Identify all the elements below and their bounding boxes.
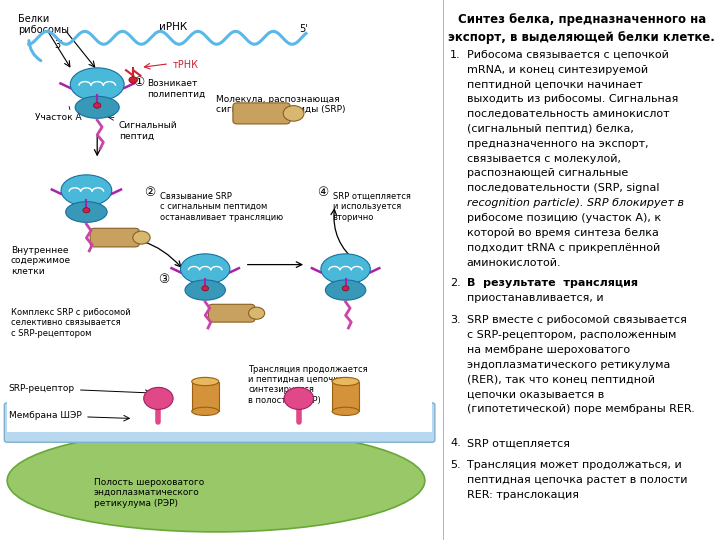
Text: SRP отщепляется
и используется
вторично: SRP отщепляется и используется вторично xyxy=(333,192,410,221)
Circle shape xyxy=(248,307,265,319)
Text: на мембране шероховатого: на мембране шероховатого xyxy=(467,345,630,355)
Text: Рибосома связывается с цепочкой: Рибосома связывается с цепочкой xyxy=(467,50,668,60)
Ellipse shape xyxy=(332,407,359,415)
Text: с SRP-рецептором, расположенным: с SRP-рецептором, расположенным xyxy=(467,330,676,340)
Circle shape xyxy=(144,387,173,409)
Text: (RER), так что конец пептидной: (RER), так что конец пептидной xyxy=(467,375,654,385)
FancyBboxPatch shape xyxy=(233,103,290,124)
Text: Внутреннее
содержимое
клетки: Внутреннее содержимое клетки xyxy=(11,246,71,275)
Text: приостанавливается, и: приостанавливается, и xyxy=(467,293,603,303)
Bar xyxy=(192,381,219,411)
Ellipse shape xyxy=(181,254,230,284)
Text: пептидной цепочки начинает: пептидной цепочки начинает xyxy=(467,79,642,90)
Text: тРНК: тРНК xyxy=(173,60,199,71)
Ellipse shape xyxy=(325,280,366,300)
FancyBboxPatch shape xyxy=(209,304,255,322)
Text: recognition particle). SRP блокирует в: recognition particle). SRP блокирует в xyxy=(467,198,683,208)
Text: Возникает
полипептид: Возникает полипептид xyxy=(148,79,206,99)
Circle shape xyxy=(283,106,304,121)
Text: RER: транслокация: RER: транслокация xyxy=(467,490,579,500)
Text: ①: ① xyxy=(133,76,145,89)
Text: последовательность аминокислот: последовательность аминокислот xyxy=(467,109,669,119)
Text: Синтез белка, предназначенного на: Синтез белка, предназначенного на xyxy=(458,14,706,26)
Text: (сигнальный пептид) белка,: (сигнальный пептид) белка, xyxy=(467,124,634,134)
Text: 4.: 4. xyxy=(450,438,461,449)
Text: SRP-рецептор: SRP-рецептор xyxy=(9,384,75,394)
Circle shape xyxy=(284,387,313,409)
Text: ④: ④ xyxy=(317,186,328,199)
Text: подходит tRNA с прикреплённой: подходит tRNA с прикреплённой xyxy=(467,243,660,253)
Text: Участок А: Участок А xyxy=(35,113,81,123)
FancyBboxPatch shape xyxy=(4,403,435,442)
Text: связывается с молекулой,: связывается с молекулой, xyxy=(467,153,621,164)
Bar xyxy=(7,367,432,432)
Text: (гипотетической) поре мембраны RER.: (гипотетической) поре мембраны RER. xyxy=(467,404,694,415)
Text: 1.: 1. xyxy=(450,50,461,60)
Text: Молекула, распознающая
сигнальные пептиды (SRP): Молекула, распознающая сигнальные пептид… xyxy=(216,94,346,114)
Text: иРНК: иРНК xyxy=(158,22,187,32)
Text: ③: ③ xyxy=(158,273,170,286)
Text: 5.: 5. xyxy=(450,460,461,470)
Text: SRP отщепляется: SRP отщепляется xyxy=(467,438,570,449)
Text: рибосоме позицию (участок А), к: рибосоме позицию (участок А), к xyxy=(467,213,661,223)
Circle shape xyxy=(129,77,138,83)
Ellipse shape xyxy=(71,68,124,101)
Text: 3': 3' xyxy=(54,40,63,51)
Text: Трансляция может продолжаться, и: Трансляция может продолжаться, и xyxy=(467,460,681,470)
Ellipse shape xyxy=(192,407,219,415)
FancyBboxPatch shape xyxy=(90,228,139,247)
Ellipse shape xyxy=(75,96,120,118)
Text: 3.: 3. xyxy=(450,315,461,326)
Text: Связывание SRP
с сигнальным пептидом
останавливает трансляцию: Связывание SRP с сигнальным пептидом ост… xyxy=(160,192,283,221)
Text: 5': 5' xyxy=(299,24,307,35)
Text: экспорт, в выделяющей белки клетке.: экспорт, в выделяющей белки клетке. xyxy=(449,31,715,44)
Text: Полость шероховатого
эндоплазматического
ретикулума (РЭР): Полость шероховатого эндоплазматического… xyxy=(94,478,204,508)
Circle shape xyxy=(94,103,101,108)
Text: Сигнальный
пептид: Сигнальный пептид xyxy=(119,122,177,141)
Circle shape xyxy=(342,286,349,291)
Text: ②: ② xyxy=(144,186,156,199)
Text: Комплекс SRP с рибосомой
селективно связывается
с SRP-рецептором: Комплекс SRP с рибосомой селективно связ… xyxy=(11,308,130,338)
Circle shape xyxy=(202,286,209,291)
Circle shape xyxy=(83,208,90,213)
Ellipse shape xyxy=(192,377,219,386)
Text: аминокислотой.: аминокислотой. xyxy=(467,258,561,268)
Text: пептидная цепочка растет в полости: пептидная цепочка растет в полости xyxy=(467,475,687,485)
Text: последовательности (SRP, signal: последовательности (SRP, signal xyxy=(467,183,659,193)
Text: Мембрана ШЭР: Мембрана ШЭР xyxy=(9,411,81,421)
Text: выходить из рибосомы. Сигнальная: выходить из рибосомы. Сигнальная xyxy=(467,94,678,104)
Ellipse shape xyxy=(185,280,225,300)
Text: 2.: 2. xyxy=(450,278,461,288)
Text: предназначенного на экспорт,: предназначенного на экспорт, xyxy=(467,139,648,149)
Text: распознающей сигнальные: распознающей сигнальные xyxy=(467,168,628,179)
Ellipse shape xyxy=(7,429,425,532)
Text: mRNA, и конец синтезируемой: mRNA, и конец синтезируемой xyxy=(467,64,648,75)
Bar xyxy=(332,381,359,411)
Ellipse shape xyxy=(66,201,107,222)
Text: эндоплазматического ретикулума: эндоплазматического ретикулума xyxy=(467,360,670,370)
Text: Трансляция продолжается
и пептидная цепочка
синтезируется
в полости (ШЭР): Трансляция продолжается и пептидная цепо… xyxy=(248,364,368,404)
Ellipse shape xyxy=(61,175,112,206)
Text: ⑤: ⑤ xyxy=(340,273,351,286)
Circle shape xyxy=(132,231,150,244)
Text: которой во время синтеза белка: которой во время синтеза белка xyxy=(467,228,658,238)
Ellipse shape xyxy=(332,377,359,386)
Text: В  результате  трансляция: В результате трансляция xyxy=(467,278,638,288)
Text: Белки
рибосомы: Белки рибосомы xyxy=(18,14,69,35)
Ellipse shape xyxy=(321,254,370,284)
Text: цепочки оказывается в: цепочки оказывается в xyxy=(467,390,604,400)
Text: SRP вместе с рибосомой связывается: SRP вместе с рибосомой связывается xyxy=(467,315,686,326)
